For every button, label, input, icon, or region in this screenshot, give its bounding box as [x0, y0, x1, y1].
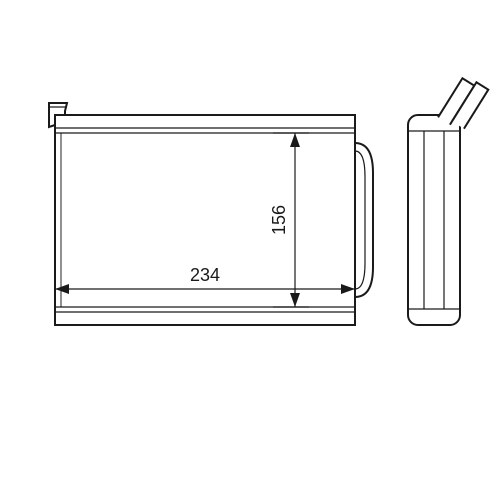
side-view-outline [408, 115, 460, 325]
right-flange-inner [355, 151, 365, 289]
dim-w-arrow-r [341, 284, 355, 294]
dim-height-label: 156 [269, 205, 289, 235]
dim-width-label: 234 [190, 265, 220, 285]
dim-h-arrow-t [290, 133, 300, 147]
front-view-outline [55, 115, 355, 325]
dim-h-arrow-b [290, 293, 300, 307]
dim-w-arrow-l [55, 284, 69, 294]
